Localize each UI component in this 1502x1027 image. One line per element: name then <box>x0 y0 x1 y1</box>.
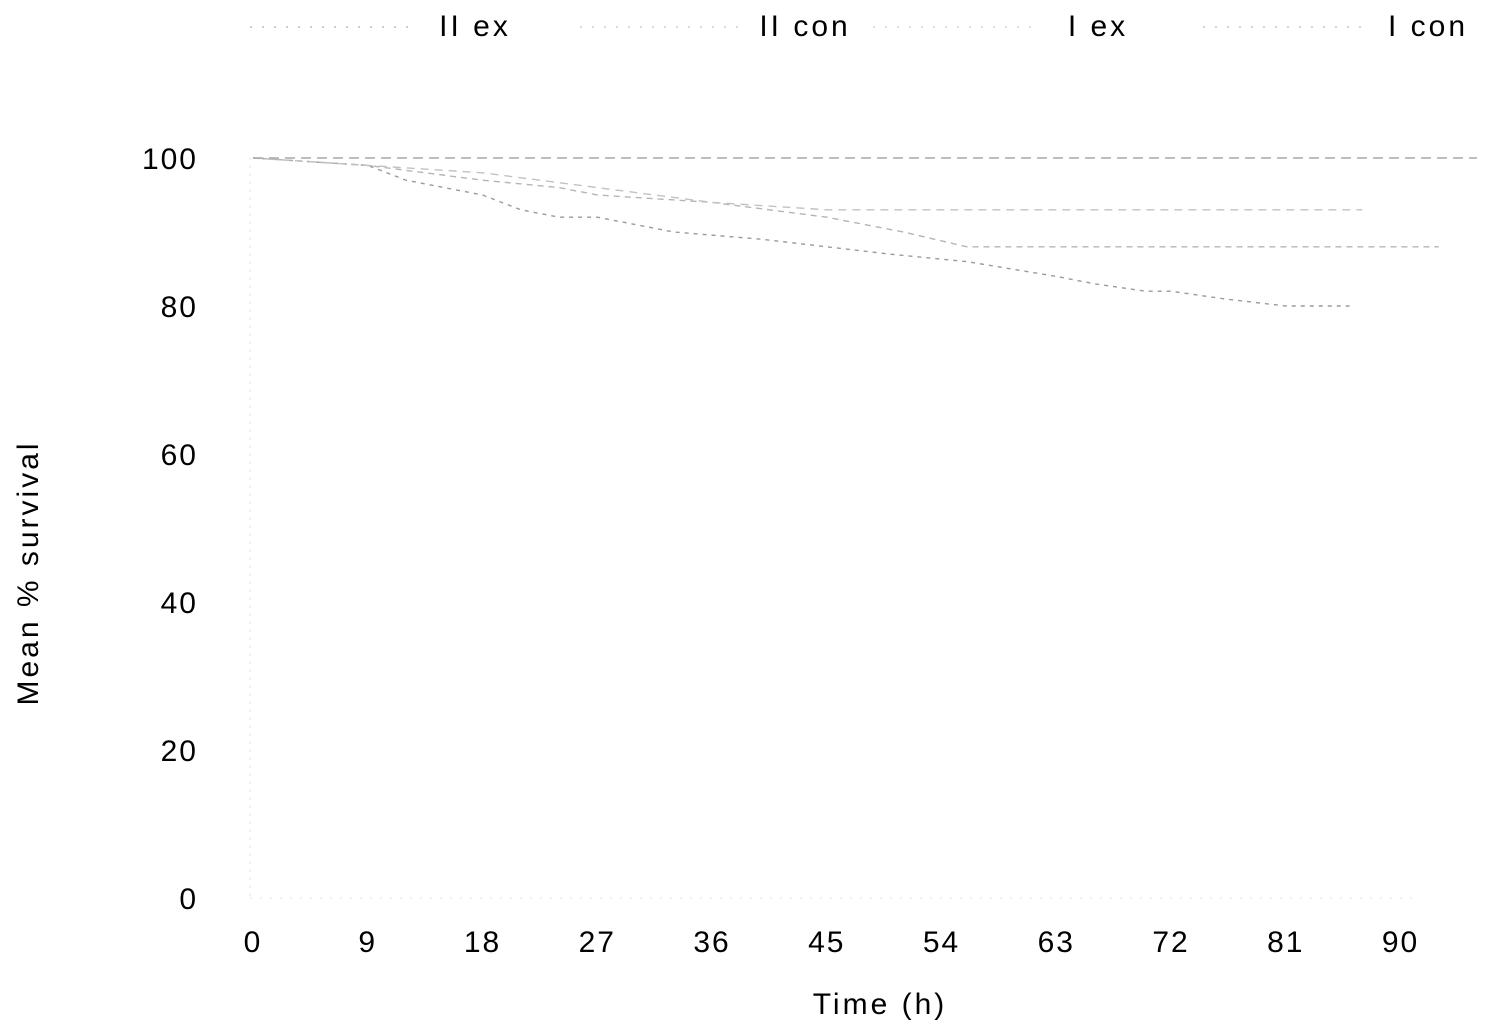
legend-label: I ex <box>1068 10 1128 43</box>
y-axis-label: Mean % survival <box>12 440 45 705</box>
series-line-3 <box>252 157 1363 211</box>
y-tick-label: 80 <box>161 291 198 324</box>
legend: II ex II con I ex I con <box>250 10 1468 43</box>
series-line-2 <box>252 157 1439 248</box>
x-tick-label: 72 <box>1152 926 1189 959</box>
x-tick-label: 9 <box>358 926 377 959</box>
y-tick-label: 60 <box>161 439 198 472</box>
x-tick-label: 0 <box>244 926 263 959</box>
series-lines <box>252 157 1477 307</box>
x-tick-label: 63 <box>1038 926 1075 959</box>
y-tick-label: 100 <box>142 143 198 176</box>
y-tick-label: 40 <box>161 587 198 620</box>
legend-label: II ex <box>439 10 511 43</box>
x-tick-label: 45 <box>808 926 845 959</box>
legend-label: I con <box>1388 10 1468 43</box>
x-tick-label: 36 <box>693 926 730 959</box>
x-axis-label: Time (h) <box>813 988 948 1021</box>
y-tick-label: 0 <box>179 883 198 916</box>
x-tick-label: 90 <box>1382 926 1419 959</box>
x-tick-label: 81 <box>1267 926 1304 959</box>
axes <box>249 158 1415 899</box>
x-tick-label: 18 <box>464 926 501 959</box>
x-tick-label: 27 <box>579 926 616 959</box>
series-line-1 <box>252 157 1350 307</box>
y-tick-label: 20 <box>161 735 198 768</box>
legend-label: II con <box>759 10 850 43</box>
x-tick-labels: 0 9 18 27 36 45 54 63 72 81 90 <box>244 926 1419 959</box>
y-tick-labels: 0 20 40 60 80 100 <box>142 143 198 916</box>
x-tick-label: 54 <box>923 926 960 959</box>
